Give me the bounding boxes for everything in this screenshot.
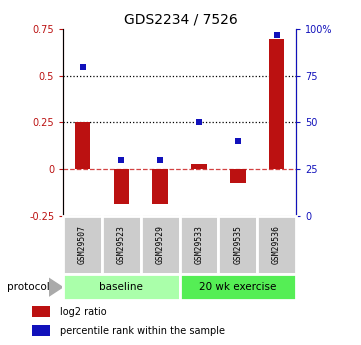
Bar bbox=[180, 216, 218, 274]
Bar bbox=[257, 216, 296, 274]
Bar bbox=[102, 216, 141, 274]
Bar bbox=[141, 216, 180, 274]
Text: GSM29536: GSM29536 bbox=[272, 225, 281, 265]
Bar bbox=[32, 306, 50, 317]
Text: GSM29523: GSM29523 bbox=[117, 225, 126, 265]
Bar bbox=[63, 216, 102, 274]
Bar bbox=[75, 121, 90, 169]
Text: GSM29535: GSM29535 bbox=[233, 225, 242, 265]
Text: GSM29529: GSM29529 bbox=[156, 225, 165, 265]
Polygon shape bbox=[49, 278, 62, 296]
Text: GSM29533: GSM29533 bbox=[195, 225, 204, 265]
Bar bbox=[152, 169, 168, 204]
Bar bbox=[63, 274, 180, 300]
Bar bbox=[32, 325, 50, 336]
Text: 20 wk exercise: 20 wk exercise bbox=[199, 282, 277, 292]
Bar bbox=[218, 216, 257, 274]
Bar bbox=[114, 169, 129, 204]
Text: log2 ratio: log2 ratio bbox=[60, 307, 106, 317]
Text: GDS2234 / 7526: GDS2234 / 7526 bbox=[123, 12, 238, 26]
Text: GSM29507: GSM29507 bbox=[78, 225, 87, 265]
Bar bbox=[180, 274, 296, 300]
Text: percentile rank within the sample: percentile rank within the sample bbox=[60, 326, 225, 336]
Bar bbox=[269, 39, 284, 169]
Text: baseline: baseline bbox=[99, 282, 143, 292]
Bar bbox=[191, 165, 207, 169]
Text: protocol: protocol bbox=[7, 282, 50, 292]
Bar bbox=[230, 169, 245, 183]
